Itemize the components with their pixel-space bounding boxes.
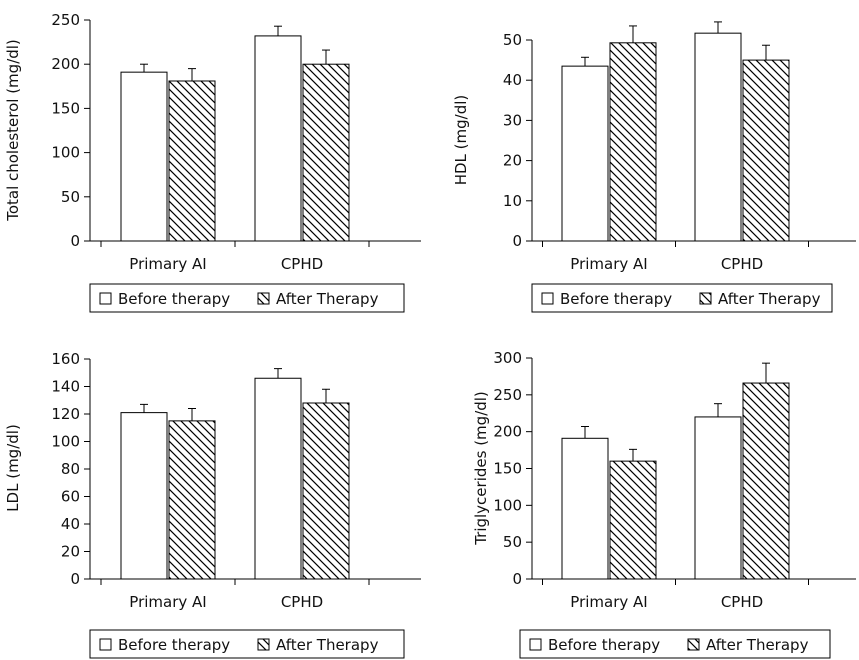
y-tick-label: 80 — [61, 460, 80, 478]
bar-after-therapy — [742, 59, 790, 242]
bar-before-therapy — [254, 35, 302, 242]
y-tick-label: 100 — [493, 496, 522, 514]
bar-after-therapy — [609, 460, 657, 580]
y-tick-label: 0 — [70, 232, 80, 250]
legend-label-before: Before therapy — [118, 636, 230, 654]
chart-panel: 0 20 40 60 80 100 120 140 160 LDL (mg/dl) Primary … — [4, 350, 421, 659]
y-tick-label: 40 — [61, 515, 80, 533]
y-tick-label: 250 — [493, 386, 522, 404]
x-tick-label: Primary AI — [129, 255, 206, 273]
y-tick-label: 100 — [51, 144, 80, 162]
y-axis-label: HDL (mg/dl) — [452, 95, 470, 186]
y-tick-label: 30 — [503, 111, 522, 129]
bar-after-therapy — [168, 80, 216, 242]
y-tick-label: 200 — [51, 55, 80, 73]
legend-box — [531, 283, 833, 313]
chart-panel: 0 10 20 30 40 50 HDL (mg/dl) Primary AI CPHD Befo… — [452, 21, 856, 313]
bar-after-therapy — [302, 63, 350, 242]
bar-before-therapy — [561, 65, 609, 242]
legend-swatch-after — [699, 292, 712, 305]
legend-swatch-before — [99, 292, 112, 305]
x-tick-label: CPHD — [281, 593, 323, 611]
legend-box — [89, 283, 405, 313]
x-tick-label: Primary AI — [129, 593, 206, 611]
y-tick-label: 150 — [51, 99, 80, 117]
x-tick-label: CPHD — [721, 593, 763, 611]
y-tick-label: 160 — [51, 350, 80, 368]
x-tick-label: CPHD — [281, 255, 323, 273]
y-tick-label: 250 — [51, 11, 80, 29]
y-tick-label: 10 — [503, 192, 522, 210]
y-tick-label: 0 — [512, 570, 522, 588]
legend-label-after: After Therapy — [276, 290, 379, 308]
bar-after-therapy — [302, 402, 350, 580]
x-tick-label: CPHD — [721, 255, 763, 273]
bar-before-therapy — [694, 32, 742, 242]
bar-before-therapy — [561, 437, 609, 580]
bar-after-therapy — [609, 42, 657, 242]
chart-panel: 0 50 100 150 200 250 Total cholesterol (mg/dl)… — [4, 11, 421, 313]
x-tick-label: Primary AI — [570, 593, 647, 611]
y-tick-label: 60 — [61, 488, 80, 506]
legend-box — [519, 629, 831, 659]
legend-swatch-after — [687, 638, 700, 651]
legend-label-after: After Therapy — [276, 636, 379, 654]
y-axis-label: LDL (mg/dl) — [4, 424, 22, 512]
legend-label-before: Before therapy — [560, 290, 672, 308]
bar-before-therapy — [120, 412, 168, 580]
bar-before-therapy — [120, 71, 168, 242]
y-axis-label: Triglycerides (mg/dl) — [472, 391, 490, 546]
y-tick-label: 0 — [70, 570, 80, 588]
bar-after-therapy — [168, 420, 216, 580]
y-tick-label: 100 — [51, 433, 80, 451]
legend-label-before: Before therapy — [118, 290, 230, 308]
y-tick-label: 150 — [493, 460, 522, 478]
legend-swatch-after — [257, 638, 270, 651]
y-tick-label: 50 — [503, 31, 522, 49]
y-tick-label: 40 — [503, 71, 522, 89]
legend-swatch-before — [99, 638, 112, 651]
bar-after-therapy — [742, 382, 790, 580]
y-tick-label: 0 — [512, 232, 522, 250]
chart-panel: 0 50 100 150 200 250 300 Triglycerides (mg/dl) P… — [472, 349, 856, 659]
y-tick-label: 200 — [493, 423, 522, 441]
y-tick-label: 300 — [493, 349, 522, 367]
legend-label-before: Before therapy — [548, 636, 660, 654]
y-tick-label: 50 — [503, 533, 522, 551]
y-tick-label: 20 — [503, 152, 522, 170]
x-tick-label: Primary AI — [570, 255, 647, 273]
legend-label-after: After Therapy — [706, 636, 809, 654]
y-tick-label: 50 — [61, 188, 80, 206]
bar-before-therapy — [254, 377, 302, 580]
y-tick-label: 140 — [51, 378, 80, 396]
bar-before-therapy — [694, 416, 742, 580]
legend-swatch-before — [541, 292, 554, 305]
legend-label-after: After Therapy — [718, 290, 821, 308]
legend-box — [89, 629, 405, 659]
legend-swatch-before — [529, 638, 542, 651]
legend-swatch-after — [257, 292, 270, 305]
y-tick-label: 20 — [61, 543, 80, 561]
y-tick-label: 120 — [51, 405, 80, 423]
y-axis-label: Total cholesterol (mg/dl) — [4, 39, 22, 222]
